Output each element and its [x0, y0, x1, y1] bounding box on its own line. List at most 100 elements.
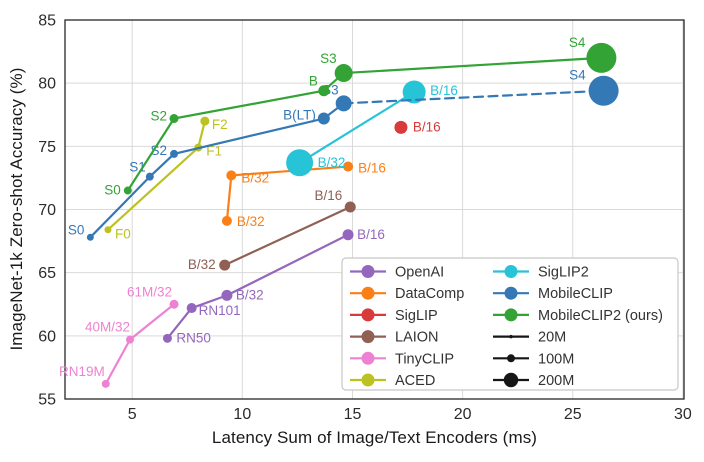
point-mobileclip2-ours-s0: [123, 186, 132, 195]
legend-label-100m: 100M: [538, 351, 574, 367]
legend-item-tinyclip: TinyCLIP: [350, 351, 454, 367]
point-label-mobileclip2-ours-s4: S4: [569, 35, 586, 50]
point-label-aced-f0: F0: [115, 227, 131, 242]
point-label-datacomp-b-16: B/16: [358, 161, 386, 176]
point-siglip2-b-32: [286, 149, 314, 177]
point-aced-f2: [200, 116, 210, 126]
legend-marker-openai: [361, 265, 375, 278]
point-tinyclip-61m-32: [169, 299, 179, 309]
point-label-mobileclip-s2: S2: [151, 143, 168, 158]
legend-marker-100m: [507, 354, 515, 363]
legend-label-200m: 200M: [538, 373, 574, 389]
point-mobileclip-s0: [86, 233, 94, 241]
point-label-mobileclip-s4: S4: [569, 68, 586, 83]
legend-item-aced: ACED: [350, 373, 435, 389]
legend-label-aced: ACED: [395, 373, 435, 389]
legend-marker-mobileclip: [504, 286, 518, 300]
point-label-mobileclip-s0: S0: [68, 222, 85, 237]
y-tick-label-75: 75: [38, 139, 56, 156]
point-aced-f0: [104, 226, 112, 234]
point-label-aced-f1: F1: [206, 144, 222, 159]
point-label-openai-b-16: B/16: [357, 227, 385, 242]
point-laion-b-32: [219, 259, 231, 271]
point-label-tinyclip-40m-32: 40M/32: [85, 320, 130, 335]
line-aced: [106, 119, 206, 231]
line-mobileclip-1: [342, 89, 605, 105]
legend: OpenAI DataComp SigLIP LAION TinyCLIP ACED Sig…: [341, 257, 679, 391]
point-label-laion-b-16: B/16: [314, 188, 342, 203]
point-openai-b-16: [342, 229, 354, 241]
line-laion: [223, 205, 352, 267]
point-label-datacomp-b-32: B/32: [237, 214, 265, 229]
legend-label-datacomp: DataComp: [395, 286, 464, 302]
legend-item-siglip: SigLIP: [350, 308, 438, 324]
y-tick-label-60: 60: [38, 328, 56, 345]
point-label-datacomp-b-32: B/32: [241, 170, 269, 185]
legend-label-mobileclip2-ours: MobileCLIP2 (ours): [538, 308, 663, 324]
point-tinyclip-rn19m: [101, 379, 110, 388]
legend-marker-siglip: [361, 308, 375, 322]
point-mobileclip-s3: [335, 95, 352, 112]
point-mobileclip-b-lt: [317, 112, 330, 125]
line-tinyclip: [104, 303, 176, 385]
legend-label-tinyclip: TinyCLIP: [395, 351, 454, 367]
point-openai-b-32: [221, 289, 233, 301]
legend-marker-mobileclip2-ours: [504, 308, 518, 322]
y-tick-label-85: 85: [38, 13, 56, 30]
y-tick-label-65: 65: [38, 265, 56, 282]
point-mobileclip-s1: [145, 172, 154, 181]
point-mobileclip-s2: [170, 149, 179, 158]
point-label-aced-f2: F2: [212, 117, 228, 132]
line-openai: [166, 233, 350, 340]
legend-box: [341, 257, 679, 391]
point-siglip2-b-16: [402, 80, 426, 104]
point-label-siglip2-b-16: B/16: [430, 83, 458, 98]
point-mobileclip2-ours-s2: [169, 114, 179, 124]
point-siglip-b-16: [394, 120, 408, 134]
point-label-mobileclip2-ours-s2: S2: [151, 109, 168, 124]
y-tick-label-80: 80: [38, 76, 56, 93]
x-tick-label-10: 10: [233, 406, 251, 423]
y-tick-label-55: 55: [38, 392, 56, 409]
legend-item-datacomp: DataComp: [350, 286, 464, 302]
x-tick-label-25: 25: [564, 406, 582, 423]
point-mobileclip-s4: [588, 75, 619, 106]
point-laion-b-16: [344, 201, 356, 213]
point-label-openai-b-32: B/32: [236, 287, 264, 302]
point-label-siglip-b-16: B/16: [413, 119, 441, 134]
x-axis-title: Latency Sum of Image/Text Encoders (ms): [211, 428, 538, 447]
legend-item-mobileclip: MobileCLIP: [493, 286, 613, 302]
legend-marker-datacomp: [361, 286, 375, 300]
legend-label-mobileclip: MobileCLIP: [538, 286, 613, 302]
point-datacomp-b-32: [221, 215, 232, 226]
legend-item-200m: 200M: [493, 372, 574, 389]
legend-label-siglip2: SigLIP2: [538, 265, 589, 281]
point-datacomp-b-32: [226, 170, 237, 181]
legend-label-laion: LAION: [395, 330, 439, 346]
x-tick-label-20: 20: [454, 406, 472, 423]
point-label-tinyclip-rn19m: RN19M: [59, 364, 105, 379]
point-label-mobileclip-b-lt: B(LT): [283, 108, 316, 123]
point-label-mobileclip2-ours-b: B: [309, 74, 318, 89]
y-axis-title: ImageNet-1k Zero-shot Accuracy (%): [7, 67, 26, 351]
point-label-siglip2-b-32: B/32: [318, 155, 346, 170]
point-label-mobileclip2-ours-s3: S3: [320, 51, 337, 66]
legend-item-laion: LAION: [350, 330, 439, 346]
point-tinyclip-40m-32: [125, 335, 134, 344]
point-openai-rn101: [186, 303, 197, 314]
legend-label-20m: 20M: [538, 330, 566, 346]
legend-item-openai: OpenAI: [350, 265, 444, 281]
x-tick-label-5: 5: [128, 406, 137, 423]
legend-marker-siglip2: [504, 265, 518, 278]
plot-border: [64, 19, 685, 400]
point-mobileclip2-ours-b: [318, 85, 330, 97]
legend-marker-tinyclip: [361, 351, 375, 365]
legend-item-mobileclip2-ours: MobileCLIP2 (ours): [493, 308, 663, 324]
point-mobileclip2-ours-s4: [586, 42, 617, 73]
legend-label-siglip: SigLIP: [395, 308, 438, 324]
point-label-laion-b-32: B/32: [188, 257, 216, 272]
point-mobileclip2-ours-s3: [334, 64, 353, 83]
x-tick-label-30: 30: [674, 406, 692, 423]
legend-marker-laion: [361, 330, 375, 344]
